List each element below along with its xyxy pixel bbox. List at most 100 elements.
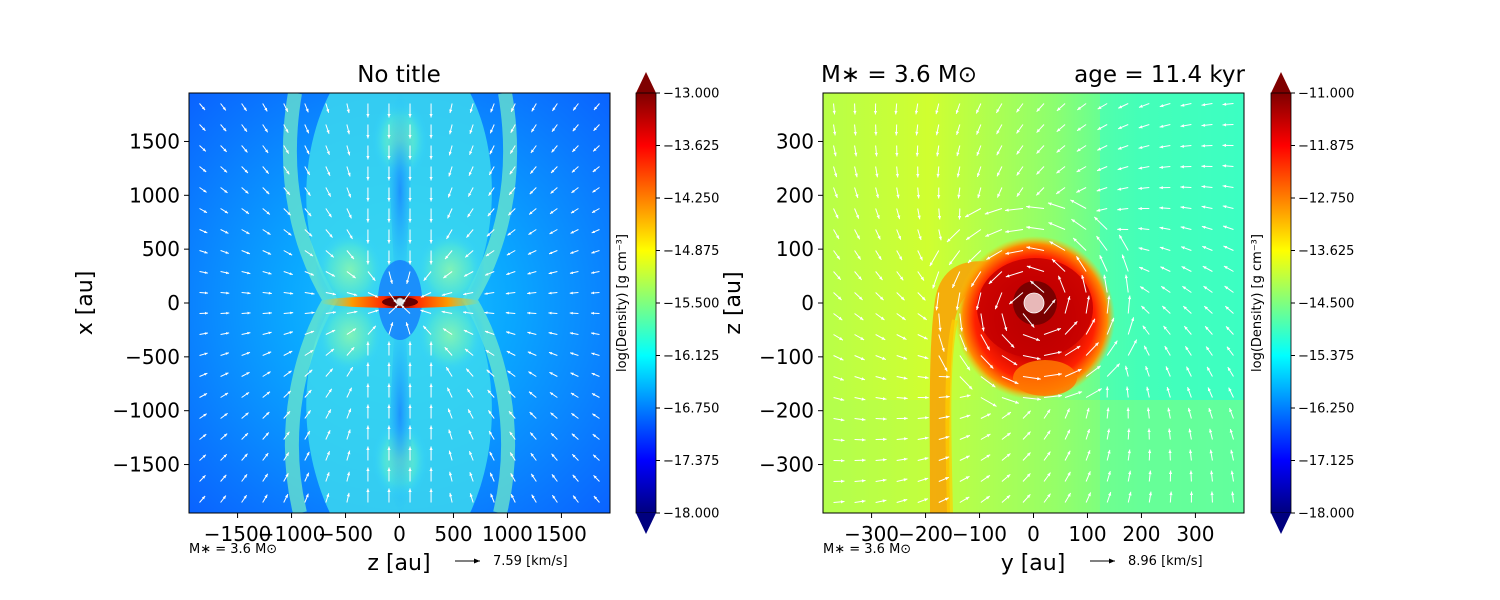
velocity-arrow-head <box>1126 407 1130 412</box>
velocity-arrow-head <box>1131 317 1135 322</box>
velocity-arrow-head <box>202 475 206 479</box>
velocity-arrow-head <box>366 425 370 429</box>
velocity-arrow-head <box>879 276 883 281</box>
velocity-arrow-head <box>918 236 922 240</box>
velocity-arrow-head <box>548 331 552 335</box>
velocity-arrow-head <box>1036 170 1041 175</box>
velocity-arrow-head <box>527 311 531 315</box>
velocity-arrow-head <box>469 472 473 476</box>
velocity-arrow-head <box>573 106 577 111</box>
velocity-arrow-head <box>1036 356 1041 361</box>
velocity-arrow-head <box>1230 449 1234 454</box>
velocity-arrow-head <box>591 332 595 335</box>
velocity-arrow-head <box>308 389 312 394</box>
velocity-arrow-head <box>268 311 272 315</box>
velocity-arrow-head <box>835 235 840 240</box>
velocity-arrow-head <box>840 377 844 381</box>
velocity-arrow-head <box>465 348 469 353</box>
right-sink-particle <box>1023 292 1045 314</box>
velocity-arrow-head <box>531 128 535 133</box>
velocity-arrow-head <box>902 336 907 340</box>
velocity-arrow-head <box>1229 428 1233 433</box>
velocity-arrow-head <box>1140 286 1144 290</box>
velocity-arrow-head <box>448 429 452 434</box>
velocity-arrow-head <box>408 383 412 387</box>
velocity-arrow-head <box>1159 226 1164 230</box>
velocity-arrow-head <box>408 219 412 223</box>
velocity-arrow-head <box>992 403 997 407</box>
right-colorbar: −11.000 −11.875 −12.750 −13.625 −14.500 −15.3… <box>1250 72 1354 534</box>
velocity-arrow-head <box>1231 491 1235 496</box>
velocity-arrow-head <box>266 411 270 416</box>
velocity-arrow-head <box>591 393 596 397</box>
right-panel: −300 −200 −100 0 100 200 3003002001000−100−200… <box>721 62 1246 576</box>
right-colorbar-tick-label: −11.875 <box>1298 139 1354 154</box>
velocity-arrow-head <box>989 364 994 369</box>
velocity-arrow-head <box>996 130 1000 135</box>
velocity-arrow-head <box>387 156 391 160</box>
velocity-arrow-head <box>1027 410 1031 415</box>
velocity-arrow-head <box>593 127 597 131</box>
velocity-arrow-head <box>952 284 956 288</box>
velocity-arrow-head <box>408 156 412 160</box>
left-x-tick-label: 1000 <box>482 522 533 546</box>
velocity-arrow-head <box>223 474 227 479</box>
velocity-arrow-head <box>348 387 352 392</box>
velocity-arrow-head <box>1210 491 1214 496</box>
velocity-arrow-head <box>897 235 901 240</box>
velocity-arrow-head <box>571 169 576 173</box>
velocity-arrow-head <box>985 233 990 237</box>
velocity-arrow-head <box>1209 428 1213 433</box>
velocity-arrow-head <box>946 375 950 379</box>
left-density-map <box>189 93 610 513</box>
velocity-arrow-head <box>1186 366 1190 371</box>
velocity-arrow-head <box>959 327 964 332</box>
velocity-arrow-head <box>529 190 534 195</box>
velocity-arrow-head <box>1027 431 1031 436</box>
velocity-arrow-head <box>266 391 270 395</box>
right-density-map <box>823 93 1244 513</box>
velocity-arrow-head <box>917 215 921 220</box>
velocity-arrow-head <box>247 311 251 315</box>
velocity-arrow-head <box>1047 493 1051 498</box>
right-y-axis-label: z [au] <box>721 271 746 334</box>
velocity-arrow-head <box>1201 205 1206 209</box>
velocity-arrow-head <box>1203 286 1208 290</box>
velocity-arrow-head <box>1223 225 1227 229</box>
velocity-arrow-head <box>448 471 453 476</box>
velocity-arrow-head <box>225 372 229 376</box>
velocity-arrow-head <box>308 369 313 374</box>
velocity-arrow-head <box>1073 321 1078 325</box>
velocity-arrow-head <box>529 411 533 416</box>
velocity-arrow-head <box>593 106 598 111</box>
velocity-arrow-head <box>387 488 391 492</box>
velocity-arrow-head <box>506 351 511 354</box>
velocity-arrow-head <box>899 276 904 281</box>
velocity-arrow-head <box>1125 386 1129 391</box>
velocity-arrow-head <box>914 110 919 115</box>
velocity-arrow-head <box>894 131 898 136</box>
velocity-arrow-head <box>528 371 532 375</box>
velocity-arrow-head <box>408 135 412 139</box>
left-x-tick-label: 500 <box>434 522 472 546</box>
velocity-arrow-head <box>222 106 226 111</box>
velocity-arrow-head <box>265 170 269 174</box>
velocity-arrow-head <box>485 272 489 276</box>
velocity-arrow-head <box>1087 450 1091 455</box>
velocity-arrow-head <box>247 291 251 295</box>
velocity-arrow-head <box>861 377 866 381</box>
velocity-arrow-head <box>490 108 494 113</box>
velocity-arrow-head <box>570 392 575 396</box>
velocity-arrow-head <box>1067 296 1071 300</box>
velocity-arrow-head <box>1013 361 1018 366</box>
velocity-arrow-head <box>569 291 573 295</box>
velocity-arrow-head <box>429 135 433 139</box>
velocity-arrow-head <box>966 394 971 398</box>
velocity-arrow-head <box>506 252 511 256</box>
velocity-arrow-head <box>955 306 959 311</box>
right-y-tick-label: 300 <box>776 129 814 153</box>
left-x-axis-label: z [au] <box>367 551 430 576</box>
velocity-arrow-head <box>1226 326 1230 331</box>
right-colorbar-tick-label: −11.000 <box>1298 87 1354 102</box>
velocity-arrow-head <box>1056 190 1060 194</box>
